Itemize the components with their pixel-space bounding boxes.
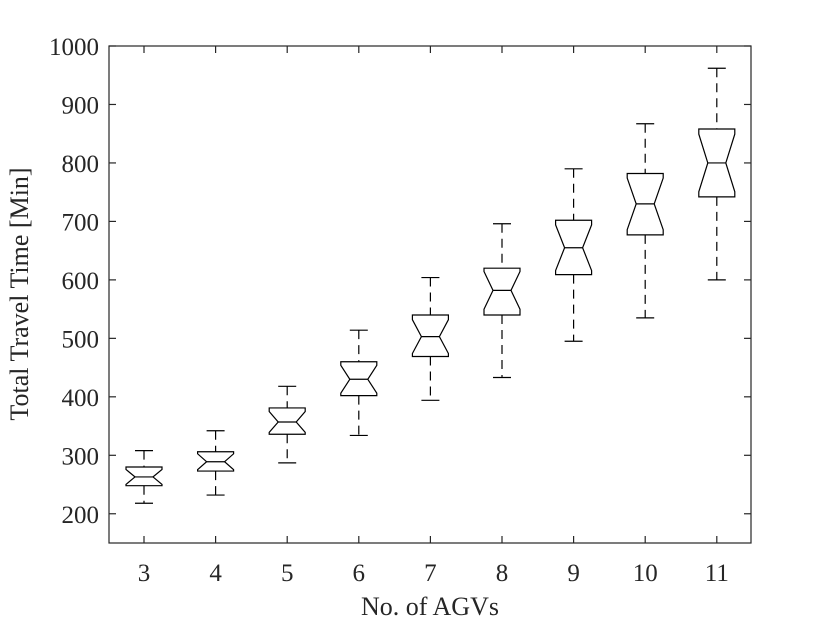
plot-area: 200 300 400 500 600 700 800 900 1000 3 4 5 6 7 8 9 10 11 [49, 34, 752, 587]
x-tick-label: 6 [353, 560, 366, 587]
y-tick-label: 700 [62, 209, 100, 236]
y-tick-label: 200 [62, 502, 100, 529]
x-tick-label: 8 [496, 560, 509, 587]
x-tick-label: 11 [705, 560, 729, 587]
x-tick-label: 5 [281, 560, 294, 587]
x-tick-label: 10 [633, 560, 658, 587]
y-tick-label: 600 [62, 268, 100, 295]
y-tick-label: 800 [62, 151, 100, 178]
y-tick-label: 500 [62, 326, 100, 353]
x-tick-label: 4 [209, 560, 222, 587]
box-5 [268, 407, 306, 435]
y-axis-title: Total Travel Time [Min] [5, 167, 34, 420]
box-7 [411, 314, 449, 358]
y-tick-label: 1000 [49, 34, 99, 61]
x-tick-label: 3 [138, 560, 151, 587]
box-8 [483, 267, 521, 316]
y-tick-label: 400 [62, 385, 100, 412]
y-tick-label: 300 [62, 443, 100, 470]
x-tick-label: 9 [567, 560, 580, 587]
x-axis-title: No. of AGVs [361, 592, 499, 621]
y-tick-label: 900 [62, 92, 100, 119]
x-tick-label: 7 [424, 560, 437, 587]
